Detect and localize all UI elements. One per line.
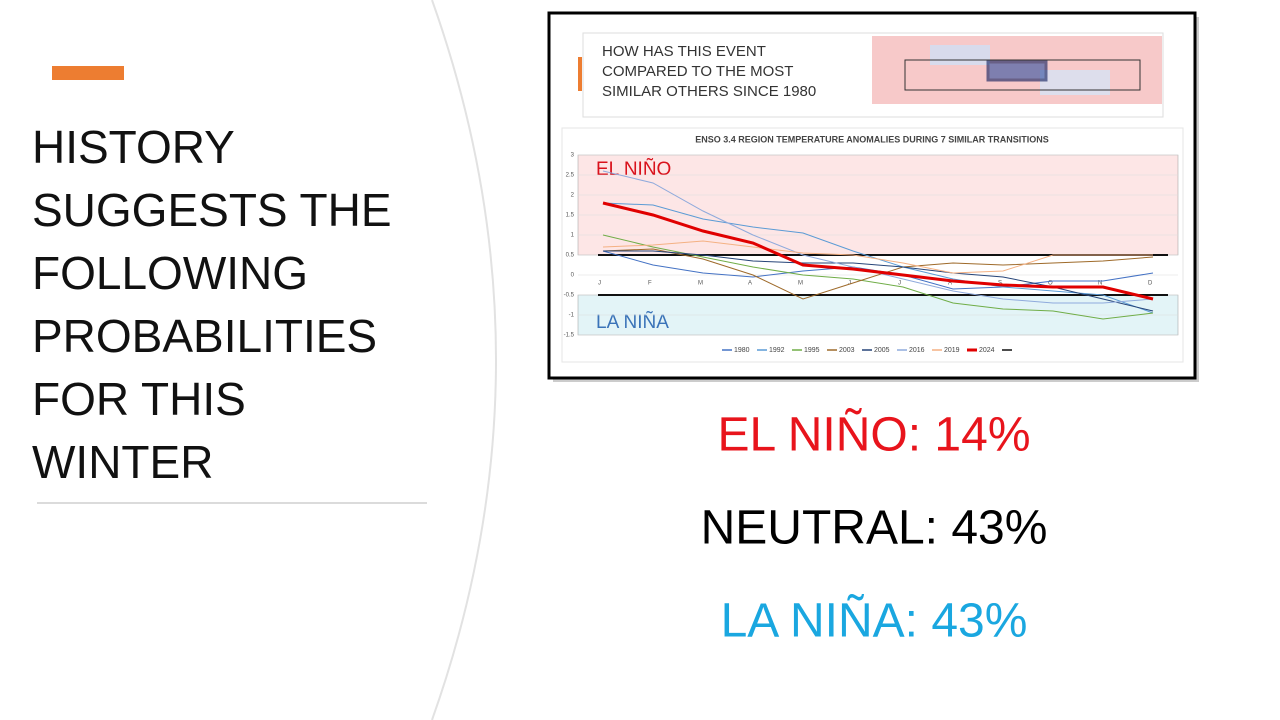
map-cool-area xyxy=(1040,70,1110,95)
x-tick-label: A xyxy=(748,281,752,287)
x-tick-label: J xyxy=(848,281,851,287)
header-line: SIMILAR OTHERS SINCE 1980 xyxy=(602,83,816,100)
y-tick-label: 2 xyxy=(571,193,575,199)
map-cool-area xyxy=(930,45,990,65)
x-tick-label: A xyxy=(948,281,952,287)
map-region-box xyxy=(904,59,1141,91)
accent-bar xyxy=(52,66,124,80)
legend-label: 2005 xyxy=(874,347,890,354)
header-accent xyxy=(578,57,582,91)
x-tick-label: M xyxy=(798,281,803,287)
title-group: HISTORY SUGGESTS THE FOLLOWING PROBABILITIE… xyxy=(32,121,392,488)
legend-label: 2016 xyxy=(909,347,925,354)
legend-label: 1980 xyxy=(734,347,750,354)
probability: LA NIÑA: 43% xyxy=(721,594,1028,648)
title-line: WINTER xyxy=(32,436,213,488)
x-tick-label: M xyxy=(698,281,703,287)
title-line: FOLLOWING xyxy=(32,247,308,299)
series-line xyxy=(602,240,1153,274)
y-tick-label: 0.5 xyxy=(566,253,575,259)
x-tick-label: F xyxy=(648,281,652,287)
arc-divider xyxy=(431,0,497,720)
legend-label: 2003 xyxy=(839,347,855,354)
title-line: FOR THIS xyxy=(32,373,246,425)
legend-label: 2024 xyxy=(979,347,995,354)
x-tick-label: O xyxy=(1048,281,1053,287)
legend-label: 1992 xyxy=(769,347,785,354)
y-tick-label: 0 xyxy=(571,273,575,279)
x-tick-label: J xyxy=(898,281,901,287)
title-line: PROBABILITIES xyxy=(32,310,377,362)
y-tick-label: -0.5 xyxy=(564,293,575,299)
region-label: EL NIÑO xyxy=(596,158,671,180)
chart-title: ENSO 3.4 REGION TEMPERATURE ANOMALIES DU… xyxy=(695,134,1049,144)
legend-label: 2019 xyxy=(944,347,960,354)
y-tick-label: 1.5 xyxy=(566,213,575,219)
legend-label: 1995 xyxy=(804,347,820,354)
probability: NEUTRAL: 43% xyxy=(701,502,1048,555)
y-tick-label: 3 xyxy=(571,153,575,159)
x-tick-label: N xyxy=(1098,281,1102,287)
y-tick-label: -1.5 xyxy=(564,333,575,339)
x-tick-label: J xyxy=(598,281,601,287)
chart: EL NIÑO LA NIÑA -1.5 -1 -0.5 0 0.5 1 1.5 2 2.5 3 J F M… xyxy=(564,153,1179,354)
series-line xyxy=(603,250,1154,312)
y-tick-label: 2.5 xyxy=(566,173,575,179)
el-nino-region xyxy=(577,154,1179,256)
region-label: LA NIÑA xyxy=(596,311,669,333)
nino34-box xyxy=(986,60,1048,82)
y-tick-label: -1 xyxy=(569,313,575,319)
series-line xyxy=(602,201,1154,301)
title-line: SUGGESTS THE xyxy=(32,184,392,236)
x-tick-label: D xyxy=(1148,281,1153,287)
title-line: HISTORY xyxy=(32,121,235,173)
sst-map xyxy=(872,36,1162,104)
header-line: HOW HAS THIS EVENT xyxy=(602,43,766,60)
probability-group: EL NIÑO: 14% NEUTRAL: 43% LA NIÑA: 43% xyxy=(701,408,1048,648)
y-tick-label: 1 xyxy=(571,233,575,239)
series-line xyxy=(602,234,1154,320)
probability: EL NIÑO: 14% xyxy=(717,408,1030,462)
header-line: COMPARED TO THE MOST xyxy=(602,63,793,80)
series-line xyxy=(602,248,1154,300)
